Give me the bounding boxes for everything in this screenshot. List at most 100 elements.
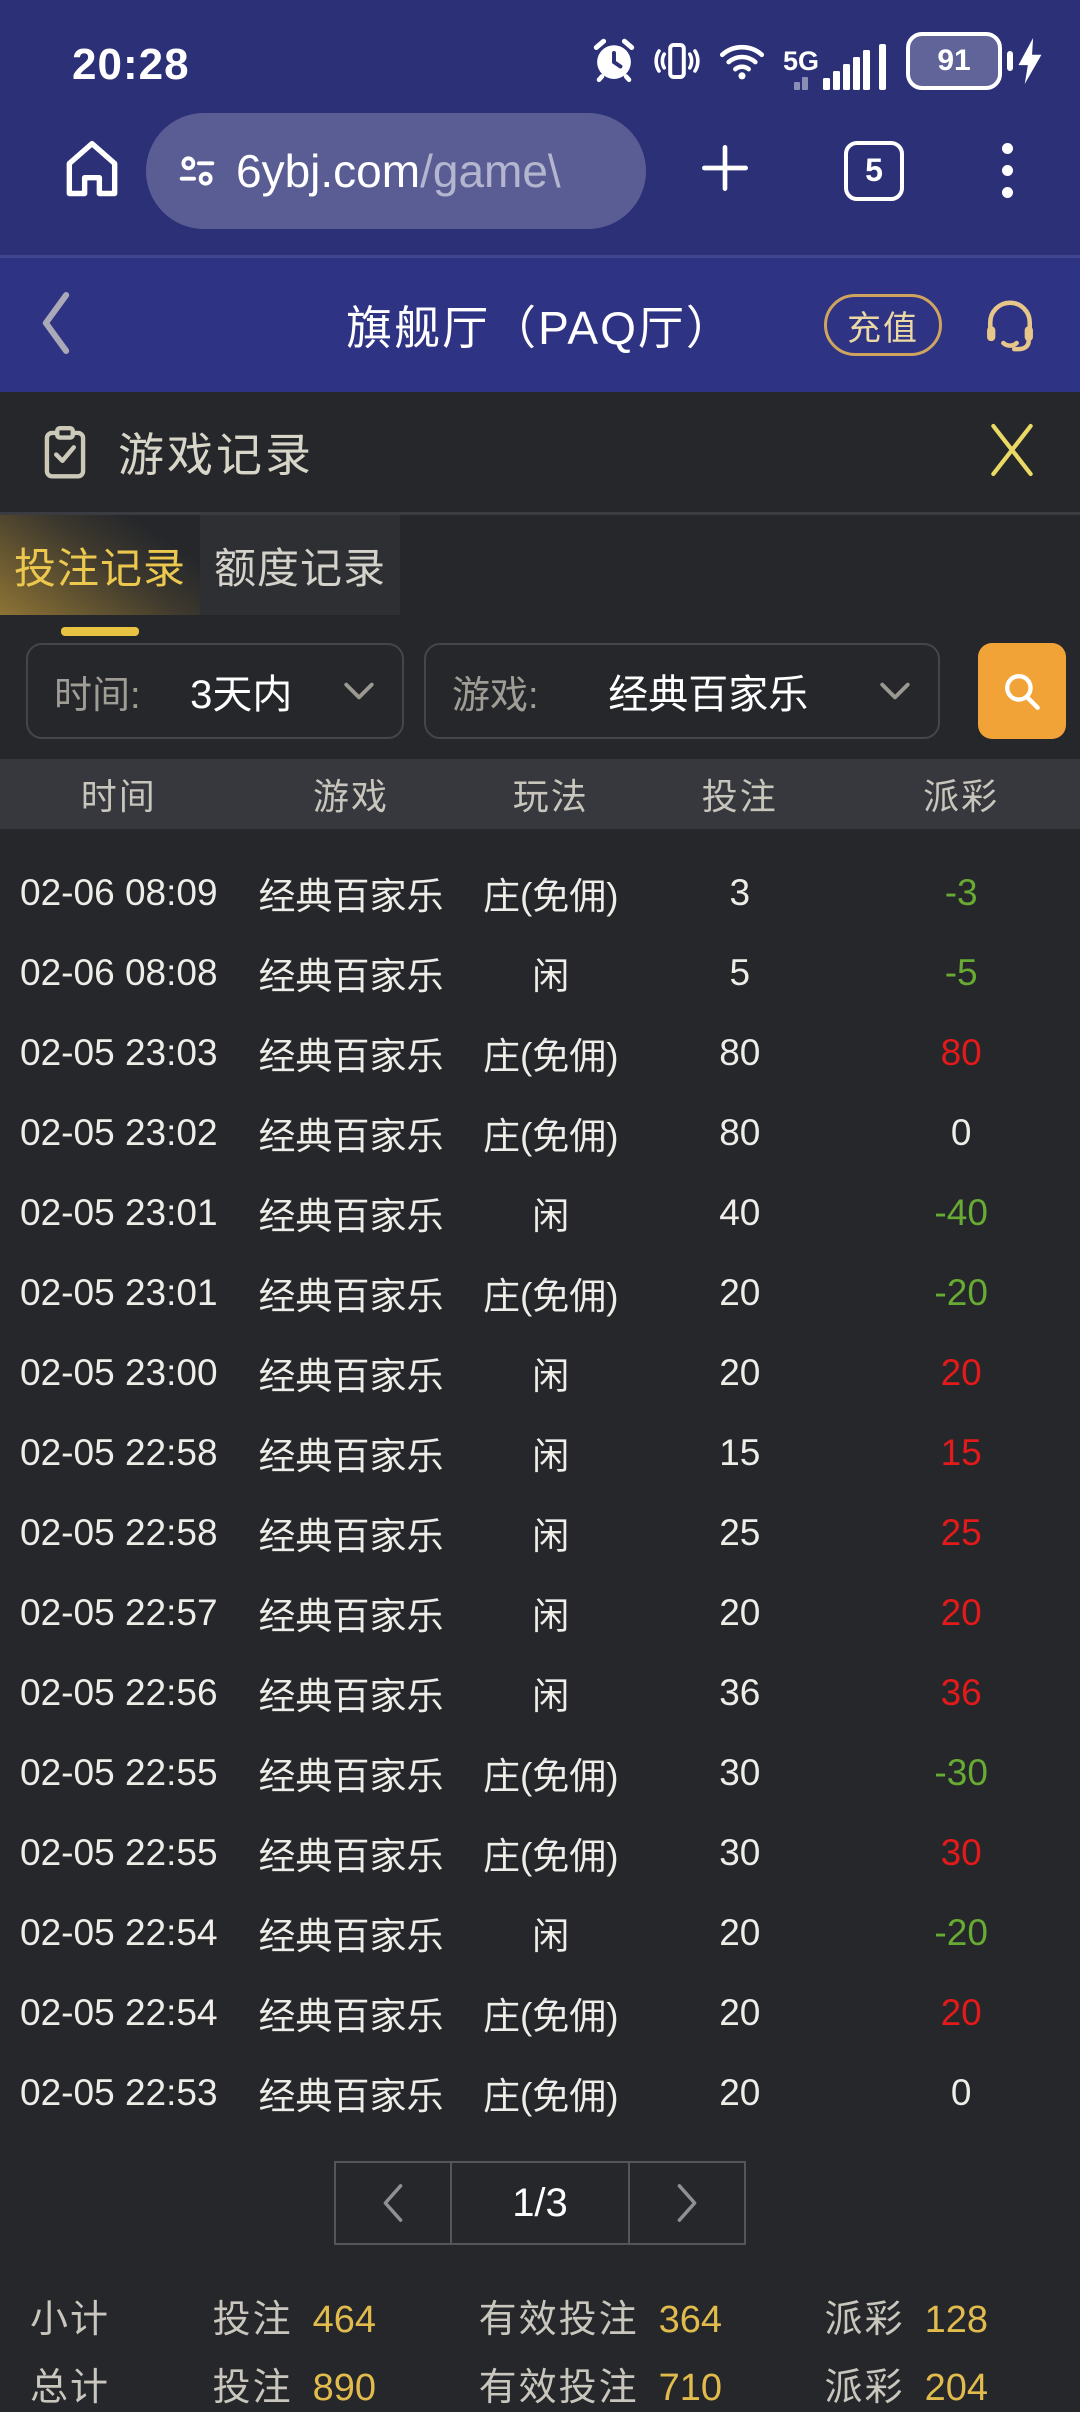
table-row: 02-05 23:00 经典百家乐 闲 20 20 xyxy=(0,1333,1080,1413)
table-row: 02-05 22:58 经典百家乐 闲 15 15 xyxy=(0,1413,1080,1493)
total-valid-value: 710 xyxy=(658,2366,722,2409)
total-row: 总计 投注 890 有效投注 710 派彩 204 xyxy=(30,2349,988,2412)
cell-payout: -20 xyxy=(934,1272,988,1313)
table-row: 02-05 23:02 经典百家乐 庄(免佣) 80 0 xyxy=(0,1093,1080,1173)
chevron-down-icon xyxy=(344,682,374,700)
cell-play: 闲 xyxy=(532,1516,570,1557)
subtotal-payout-label: 派彩 xyxy=(824,2298,905,2341)
cell-time: 02-05 22:55 xyxy=(20,1752,218,1793)
subtotal-row: 小计 投注 464 有效投注 364 派彩 128 xyxy=(30,2281,988,2349)
cell-time: 02-05 23:01 xyxy=(20,1192,218,1233)
cell-game: 经典百家乐 xyxy=(258,1116,444,1157)
cell-bet: 20 xyxy=(719,1912,761,1953)
cell-payout: -20 xyxy=(934,1912,988,1953)
cell-bet: 20 xyxy=(719,1592,761,1633)
customer-service-button[interactable] xyxy=(978,291,1042,360)
cell-play: 庄(免佣) xyxy=(482,1756,619,1797)
cell-time: 02-05 22:58 xyxy=(20,1432,218,1473)
cell-payout: 36 xyxy=(940,1672,982,1713)
cell-bet: 5 xyxy=(729,952,751,993)
browser-menu-button[interactable] xyxy=(996,137,1019,204)
cell-game: 经典百家乐 xyxy=(258,1996,444,2037)
tab-quota-records[interactable]: 额度记录 xyxy=(200,515,400,615)
battery-body: 91 xyxy=(906,32,1002,90)
cell-play: 闲 xyxy=(532,1196,570,1237)
cell-game: 经典百家乐 xyxy=(258,1836,444,1877)
cell-payout: 25 xyxy=(940,1512,982,1553)
records-clipboard-icon xyxy=(44,426,86,479)
subtotal-valid-label: 有效投注 xyxy=(478,2298,639,2341)
cell-bet: 20 xyxy=(719,1992,761,2033)
cell-game: 经典百家乐 xyxy=(258,1596,444,1637)
cell-payout: 20 xyxy=(940,1992,982,2033)
url-text: 6ybj.com/game\ xyxy=(236,144,561,198)
signal-tall-bar xyxy=(879,44,886,90)
table-row: 02-05 22:55 经典百家乐 庄(免佣) 30 30 xyxy=(0,1813,1080,1893)
status-bar: 20:28 xyxy=(0,0,1080,100)
cell-bet: 15 xyxy=(719,1432,761,1473)
url-host: 6ybj.com xyxy=(236,144,421,197)
table-body: 02-06 08:09 经典百家乐 庄(免佣) 3 -3 02-06 08:08… xyxy=(0,829,1080,2133)
cell-time: 02-05 22:57 xyxy=(20,1592,218,1633)
table-row: 02-05 22:57 经典百家乐 闲 20 20 xyxy=(0,1573,1080,1653)
cell-game: 经典百家乐 xyxy=(258,1756,444,1797)
home-button[interactable] xyxy=(58,134,126,207)
pagination: 1/3 xyxy=(0,2161,1080,2245)
cell-game: 经典百家乐 xyxy=(258,2076,444,2117)
subtotal-payout-value: 128 xyxy=(924,2298,988,2341)
cell-game: 经典百家乐 xyxy=(258,1516,444,1557)
cell-play: 闲 xyxy=(532,1916,570,1957)
cell-game: 经典百家乐 xyxy=(258,1676,444,1717)
signal-5g-icon: 5G xyxy=(783,44,886,90)
new-tab-button[interactable] xyxy=(694,137,756,204)
table-row: 02-05 23:01 经典百家乐 庄(免佣) 20 -20 xyxy=(0,1253,1080,1333)
cell-payout: -3 xyxy=(944,872,978,913)
cell-time: 02-05 22:56 xyxy=(20,1672,218,1713)
clock: 20:28 xyxy=(72,40,190,89)
table-row: 02-06 08:09 经典百家乐 庄(免佣) 3 -3 xyxy=(0,853,1080,933)
cell-time: 02-05 23:01 xyxy=(20,1272,218,1313)
tab-switcher-button[interactable]: 5 xyxy=(844,140,904,201)
subtotal-valid-value: 364 xyxy=(658,2298,722,2341)
subtotal-bet-value: 464 xyxy=(312,2298,376,2341)
recharge-button[interactable]: 充值 xyxy=(824,294,942,356)
tab-bet-records[interactable]: 投注记录 xyxy=(0,515,200,636)
total-label: 总计 xyxy=(30,2366,111,2409)
cell-game: 经典百家乐 xyxy=(258,1436,444,1477)
prev-page-button[interactable] xyxy=(336,2163,450,2243)
cell-time: 02-05 22:58 xyxy=(20,1512,218,1553)
time-filter-select[interactable]: 时间: 3天内 xyxy=(26,643,404,739)
wifi-icon xyxy=(715,35,769,90)
game-filter-select[interactable]: 游戏: 经典百家乐 xyxy=(424,643,940,739)
cell-play: 庄(免佣) xyxy=(482,1116,619,1157)
back-button[interactable] xyxy=(38,290,74,361)
cell-payout: 0 xyxy=(950,2072,972,2113)
charging-bolt-icon xyxy=(1018,38,1042,84)
col-header-bet: 投注 xyxy=(701,776,778,817)
cell-bet: 20 xyxy=(719,1272,761,1313)
url-path: /game\ xyxy=(420,144,561,197)
cell-time: 02-05 22:54 xyxy=(20,1992,218,2033)
secondary-signal-bars xyxy=(793,77,808,90)
cell-play: 闲 xyxy=(532,1596,570,1637)
cell-game: 经典百家乐 xyxy=(258,1276,444,1317)
table-row: 02-06 08:08 经典百家乐 闲 5 -5 xyxy=(0,933,1080,1013)
battery-percent: 91 xyxy=(937,44,971,77)
table-row: 02-05 23:03 经典百家乐 庄(免佣) 80 80 xyxy=(0,1013,1080,1093)
cell-payout: 20 xyxy=(940,1352,982,1393)
col-header-game: 游戏 xyxy=(312,776,389,817)
url-bar[interactable]: 6ybj.com/game\ xyxy=(146,112,646,229)
cell-bet: 3 xyxy=(729,872,751,913)
table-header: 时间 游戏 玩法 投注 派彩 xyxy=(0,759,1080,829)
summary: 小计 投注 464 有效投注 364 派彩 128 总计 投注 890 有效投注 710 … xyxy=(0,2245,1080,2412)
page-indicator: 1/3 xyxy=(450,2163,630,2243)
next-page-button[interactable] xyxy=(630,2163,744,2243)
cell-game: 经典百家乐 xyxy=(258,1036,444,1077)
cell-play: 庄(免佣) xyxy=(482,1276,619,1317)
table-row: 02-05 22:53 经典百家乐 庄(免佣) 20 0 xyxy=(0,2053,1080,2133)
close-button[interactable] xyxy=(978,414,1046,491)
search-button[interactable] xyxy=(978,643,1066,739)
cell-play: 庄(免佣) xyxy=(482,1996,619,2037)
cell-bet: 30 xyxy=(719,1752,761,1793)
cell-time: 02-05 23:03 xyxy=(20,1032,218,1073)
